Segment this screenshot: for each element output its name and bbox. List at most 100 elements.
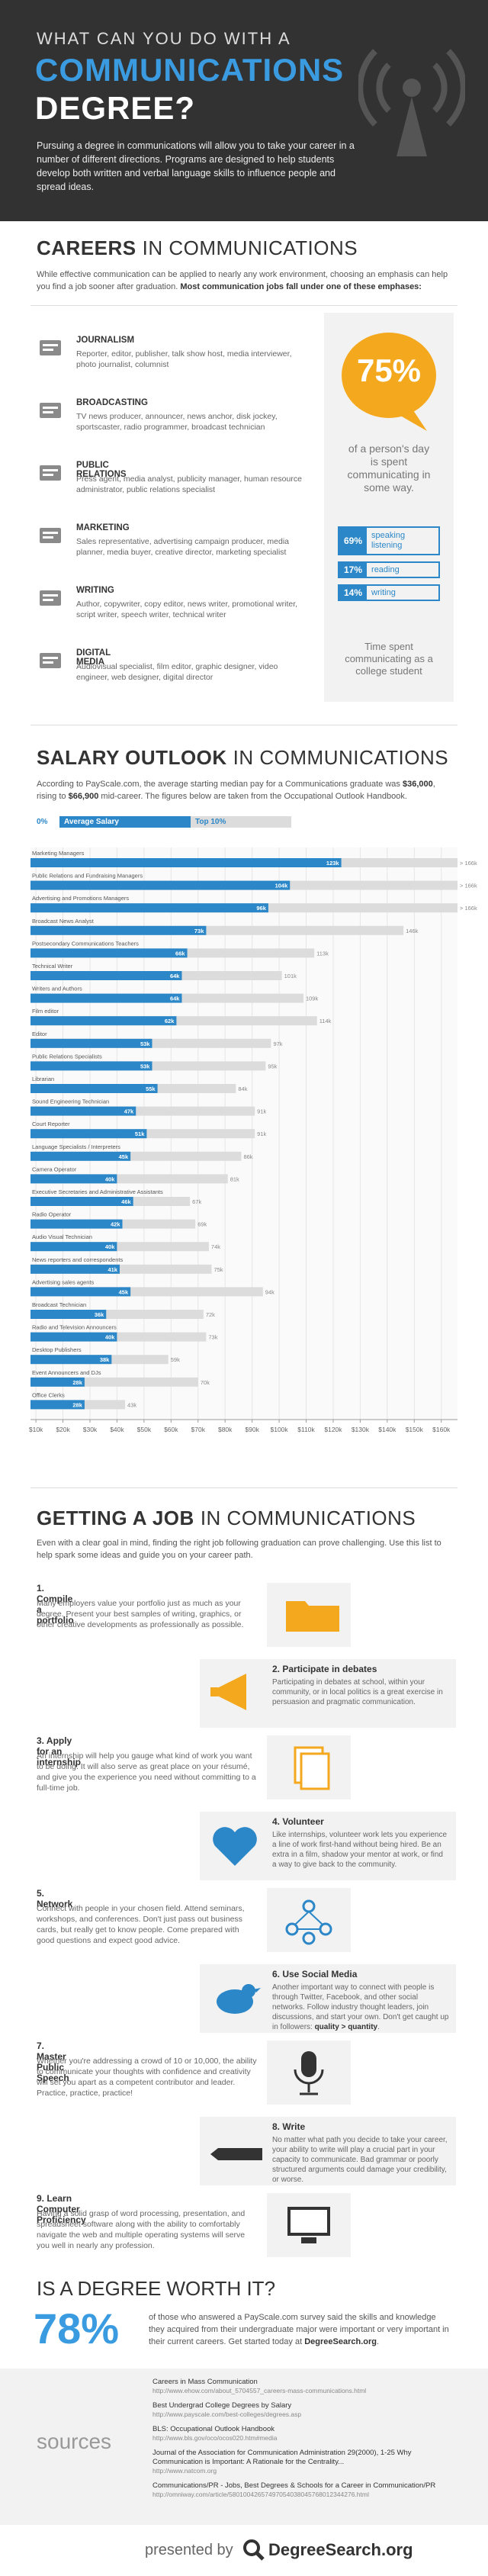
value-label: 91k — [257, 1130, 266, 1137]
value-label: 40k — [105, 1175, 115, 1182]
career-name: WRITING — [76, 586, 114, 595]
bar — [30, 1355, 112, 1365]
source-url: http://www.ehow.com/about_5704557_career… — [152, 2387, 367, 2394]
text: Participating in debates at school, with… — [272, 1678, 443, 1706]
category-label: Broadcast News Analyst — [32, 918, 95, 925]
value-label: 38k — [100, 1356, 110, 1363]
sources-title: sources — [37, 2430, 112, 2453]
x-tick-label: $150k — [406, 1426, 424, 1433]
icon-shape — [43, 594, 58, 597]
icon-shape — [210, 1687, 218, 1696]
bar — [30, 1377, 85, 1387]
bar — [30, 1084, 158, 1093]
step-icon — [286, 1601, 339, 1632]
bar — [30, 925, 207, 935]
bold-text: $36,000 — [402, 780, 433, 789]
antenna-icon — [358, 49, 465, 156]
breakdown-label: reading — [371, 564, 400, 574]
source-url: http://www.natcom.org — [152, 2467, 217, 2475]
x-tick-label: $10k — [29, 1426, 43, 1433]
step-title: 9. Learn Computer Proficiency — [37, 2193, 86, 2225]
bold-text: $66,900 — [68, 792, 99, 801]
bar — [30, 1174, 117, 1184]
step-icon-box — [267, 1735, 351, 1799]
value-label: 62k — [165, 1018, 175, 1024]
category-label: Sound Engineering Technician — [32, 1098, 109, 1105]
source: Best Undergrad College Degrees by Salary… — [152, 2401, 458, 2419]
stat-panel: 75% of a person's day is spent communica… — [324, 313, 454, 702]
step-icon — [213, 1827, 257, 1866]
step-text: Like internships, volunteer work lets yo… — [272, 1830, 449, 1870]
text: . — [377, 2023, 380, 2031]
category-label: Librarian — [32, 1076, 54, 1082]
x-tick-label: $40k — [110, 1426, 124, 1433]
presented-by: presented by — [145, 2542, 233, 2558]
value-label: 70k — [201, 1379, 210, 1386]
step-title: 8. Write — [272, 2121, 306, 2132]
x-tick-label: $160k — [432, 1426, 451, 1433]
text: Whether you're addressing a crowd of 10 … — [37, 2057, 257, 2098]
icon-shape — [40, 403, 61, 418]
x-tick-label: $90k — [245, 1426, 259, 1433]
category-label: Court Reporter — [32, 1121, 70, 1127]
bar — [30, 880, 291, 890]
x-tick-label: $140k — [378, 1426, 396, 1433]
icon-shape — [43, 411, 53, 413]
career-icon — [40, 465, 61, 481]
career-name: PUBLIC RELATIONS — [76, 461, 127, 479]
step-title: 1. Compile a portfolio — [37, 1583, 74, 1626]
logo-icon — [243, 2539, 265, 2561]
icon-shape — [319, 1922, 332, 1936]
title-rest: IN COMMUNICATIONS — [142, 236, 358, 259]
value-label: 36k — [95, 1311, 104, 1318]
value-label: 67k — [192, 1198, 201, 1205]
source-url: http://www.bls.gov/oco/ocos020.htm#media — [152, 2434, 278, 2442]
value-label: 40k — [105, 1334, 115, 1341]
bar — [30, 903, 268, 913]
category-label: Advertising and Promotions Managers — [32, 895, 129, 902]
category-label: Advertising sales agents — [32, 1278, 95, 1285]
header: WHAT CAN YOU DO WITH A COMMUNICATIONS DE… — [0, 0, 488, 221]
icon-shape — [43, 469, 58, 471]
value-label: 96k — [256, 905, 266, 912]
step-box: 2. Participate in debates Participating i… — [200, 1659, 456, 1728]
breakdown-row: 17% reading — [338, 561, 440, 578]
bold-text: quality > quantity — [314, 2023, 378, 2031]
career-icon — [40, 403, 61, 418]
career-text: Press agent, media analyst, publicity ma… — [76, 474, 302, 494]
category-label: Camera Operator — [32, 1166, 77, 1172]
text: Connect with people in your chosen field… — [37, 1904, 245, 1945]
value-label: 73k — [208, 1334, 217, 1341]
bar — [30, 1219, 123, 1229]
legend-label: Average Salary — [64, 818, 119, 826]
text: No matter what path you decide to take y… — [272, 2136, 448, 2184]
x-tick-label: $80k — [218, 1426, 233, 1433]
icon-shape — [43, 536, 53, 539]
icon-shape — [300, 1752, 330, 1790]
text: . — [376, 2337, 380, 2346]
value-label: 53k — [140, 1040, 150, 1047]
category-label: Executive Secretaries and Administrative… — [32, 1188, 163, 1195]
icon-shape — [43, 474, 53, 476]
step-text: Connect with people in your chosen field… — [37, 1903, 258, 1946]
step-icon — [210, 1674, 246, 1710]
section-title: CAREERS IN COMMUNICATIONS — [37, 236, 358, 260]
speech-bubble — [342, 333, 436, 431]
value-label: 84k — [238, 1085, 247, 1092]
text: While effective communication can be app… — [37, 270, 448, 291]
career-text: Sales representative, advertising campai… — [76, 537, 289, 557]
value-label: 101k — [284, 973, 297, 979]
x-tick-label: $110k — [297, 1426, 315, 1433]
section-title: GETTING A JOB IN COMMUNICATIONS — [37, 1507, 416, 1530]
step-icon-box — [267, 2193, 351, 2257]
career-text: Author, copywriter, copy editor, news wr… — [76, 600, 298, 619]
category-label: Audio Visual Technician — [32, 1233, 92, 1240]
value-label: > 166k — [460, 860, 477, 867]
bar — [30, 1038, 152, 1048]
step-box: 4. Volunteer Like internships, volunteer … — [200, 1812, 456, 1880]
step-box: 6. Use Social Media Another important way… — [200, 1964, 456, 2033]
bar — [30, 1106, 136, 1116]
category-label: Radio Operator — [32, 1211, 72, 1218]
value-label: 75k — [214, 1266, 223, 1273]
source-title: BLS: Occupational Outlook Handbook — [152, 2425, 275, 2433]
